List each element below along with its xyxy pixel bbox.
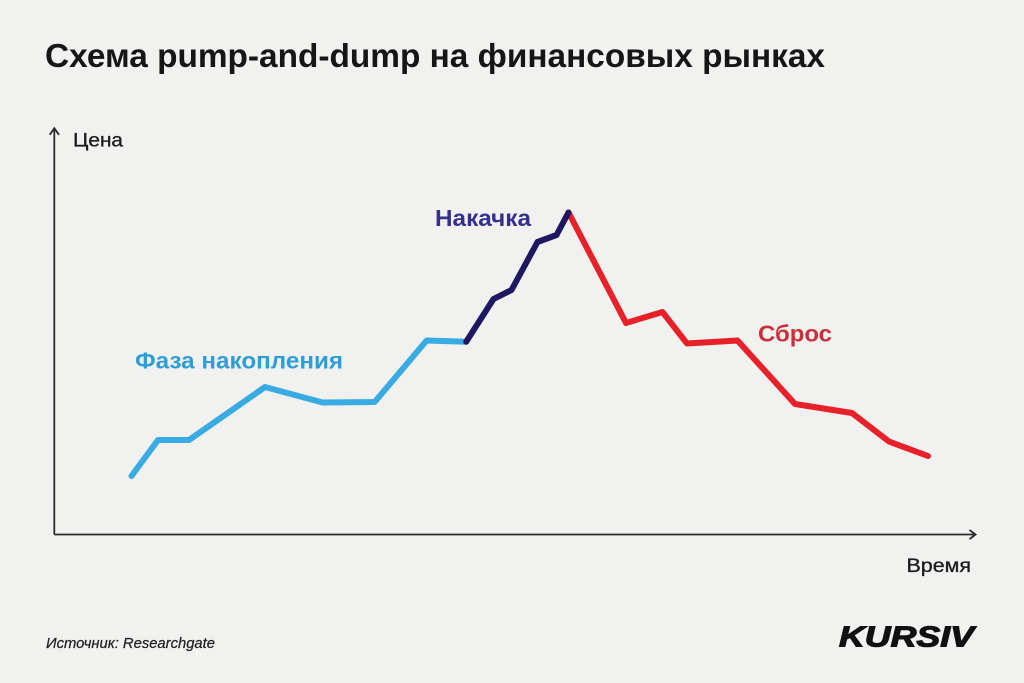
svg-text:Схема pump-and-dump на финансо: Схема pump-and-dump на финансовых рынках xyxy=(45,37,826,74)
svg-text:Накачка: Накачка xyxy=(435,205,531,231)
svg-text:Сброс: Сброс xyxy=(758,321,832,347)
svg-text:Время: Время xyxy=(907,555,972,577)
svg-text:Фаза накопления: Фаза накопления xyxy=(135,348,343,374)
svg-text:Источник: Researchgate: Источник: Researchgate xyxy=(46,635,215,652)
svg-text:KURSIV: KURSIV xyxy=(839,622,977,654)
svg-text:Цена: Цена xyxy=(73,130,123,152)
